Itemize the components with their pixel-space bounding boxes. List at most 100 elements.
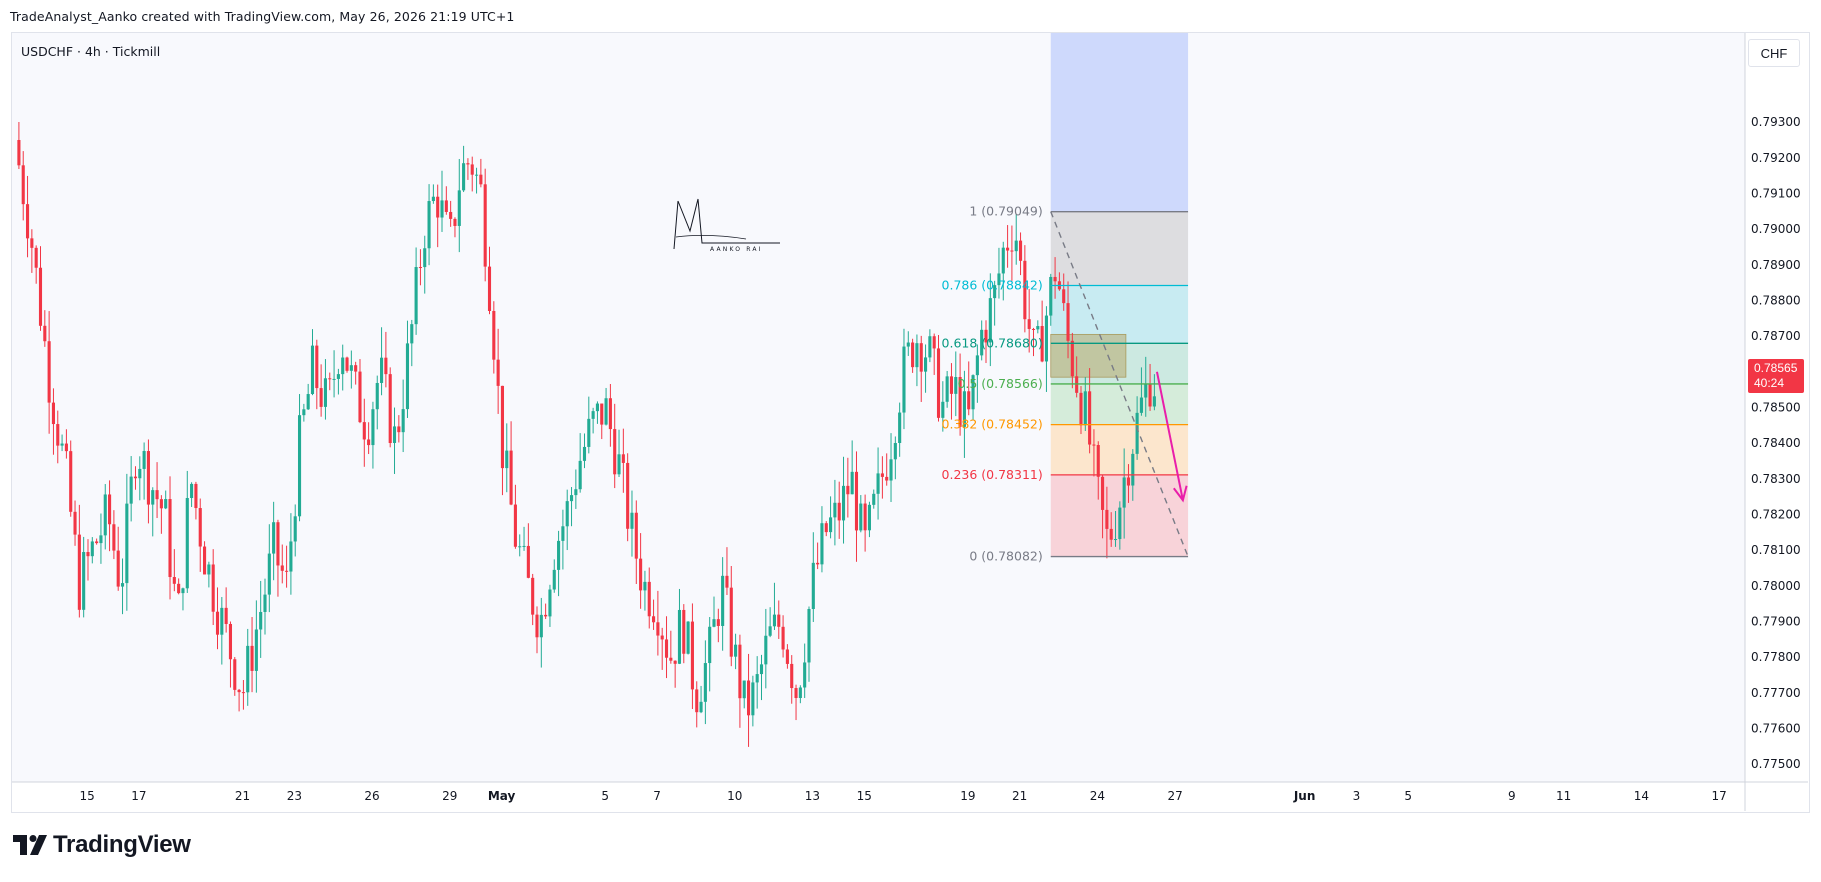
- candle: [375, 375, 379, 430]
- candle: [669, 630, 673, 664]
- symbol-legend[interactable]: USDCHF · 4h · Tickmill: [21, 44, 161, 59]
- candle: [470, 156, 474, 192]
- candle-body: [608, 398, 612, 430]
- candle: [207, 561, 211, 588]
- candle-body: [656, 622, 660, 636]
- candle: [228, 621, 233, 688]
- price-tick-label: 0.78300: [1751, 472, 1801, 486]
- drawing-overlays: 1 (0.79049) 0.786 (0.78842) 0.618 (0.78680…: [942, 204, 1189, 564]
- candle: [768, 607, 772, 638]
- candle: [924, 344, 928, 393]
- candle-body: [345, 357, 349, 371]
- candle-body: [423, 248, 427, 268]
- price-axis[interactable]: 0.79300 0.79200 0.79100 0.79000 0.78900 0.788…: [1744, 33, 1801, 811]
- candle-body: [250, 645, 254, 671]
- candle: [1036, 320, 1040, 334]
- candle-body: [103, 494, 107, 536]
- candle: [660, 627, 664, 670]
- candle-body: [958, 377, 962, 427]
- candle: [755, 656, 759, 709]
- candle: [565, 489, 569, 551]
- candle: [531, 573, 535, 626]
- candle: [941, 381, 945, 432]
- candle: [885, 453, 889, 486]
- candle-body: [349, 365, 353, 371]
- candle-body: [1049, 276, 1053, 316]
- candle-body: [293, 516, 297, 542]
- candle: [656, 590, 660, 656]
- candle-body: [367, 439, 371, 446]
- candle-body: [1083, 391, 1087, 426]
- candle: [21, 151, 25, 221]
- candle-body: [99, 535, 103, 544]
- candle: [975, 344, 979, 403]
- candle: [997, 247, 1001, 299]
- candle: [1031, 327, 1036, 357]
- candle: [297, 394, 302, 522]
- candle: [194, 481, 198, 520]
- candle-body: [816, 562, 820, 565]
- candle: [811, 532, 815, 622]
- candle-body: [310, 345, 315, 395]
- candle-body: [1118, 507, 1122, 540]
- candle: [410, 319, 414, 367]
- candle: [1152, 374, 1156, 411]
- candle-body: [1070, 340, 1074, 377]
- candle-body: [924, 357, 928, 372]
- tradingview-wordmark: TradingView: [53, 831, 191, 858]
- candle-body: [77, 534, 81, 610]
- candle-body: [1036, 326, 1040, 330]
- candle: [82, 536, 86, 618]
- candle-body: [712, 619, 716, 627]
- candle-body: [850, 471, 854, 495]
- candle: [392, 407, 397, 474]
- candle: [60, 434, 64, 452]
- candle: [954, 351, 958, 417]
- candle-body: [893, 443, 897, 460]
- time-tick-label: 29: [442, 789, 457, 803]
- candle-body: [928, 336, 932, 358]
- candle-body: [73, 511, 77, 535]
- candle-body: [522, 545, 526, 547]
- candle-body: [535, 614, 539, 638]
- candle-body: [837, 502, 841, 521]
- candle: [863, 494, 867, 552]
- candle-body: [1040, 326, 1044, 362]
- candle-body: [872, 493, 876, 505]
- candle: [652, 599, 656, 630]
- candle: [949, 363, 954, 420]
- projection-arrow-head: [1173, 485, 1188, 503]
- time-tick-label: 5: [1404, 789, 1412, 803]
- candle-body: [557, 540, 561, 570]
- candle: [1006, 225, 1010, 268]
- candle-body: [962, 391, 966, 427]
- time-tick-label: 15: [79, 789, 94, 803]
- candle: [384, 331, 388, 388]
- candle-body: [151, 490, 155, 505]
- candle-body: [30, 238, 34, 248]
- candle: [608, 384, 612, 447]
- candle-body: [1122, 477, 1126, 508]
- candle: [492, 301, 496, 374]
- candle-body: [595, 403, 599, 412]
- candle: [824, 521, 828, 537]
- candle: [388, 367, 392, 448]
- tradingview-logo[interactable]: TradingView: [13, 831, 191, 859]
- candle: [172, 549, 176, 592]
- candle: [591, 407, 595, 434]
- candle-body: [228, 623, 233, 660]
- candle-body: [531, 577, 535, 615]
- candle-body: [1105, 509, 1109, 529]
- candle: [889, 433, 893, 503]
- candle-body: [237, 689, 241, 693]
- candle: [496, 328, 500, 414]
- candle-body: [613, 429, 617, 475]
- candle-body: [518, 546, 522, 548]
- trend-line-dashed: [1050, 211, 1189, 557]
- candle: [936, 334, 941, 422]
- currency-button[interactable]: CHF: [1748, 39, 1800, 67]
- candle-body: [405, 343, 410, 410]
- time-axis[interactable]: 15 17 21 23 26 29 May 5 7 10 13 15 19 21 24 27 Jun 3 5 9 11 1…: [12, 781, 1808, 803]
- candle-body: [988, 298, 992, 343]
